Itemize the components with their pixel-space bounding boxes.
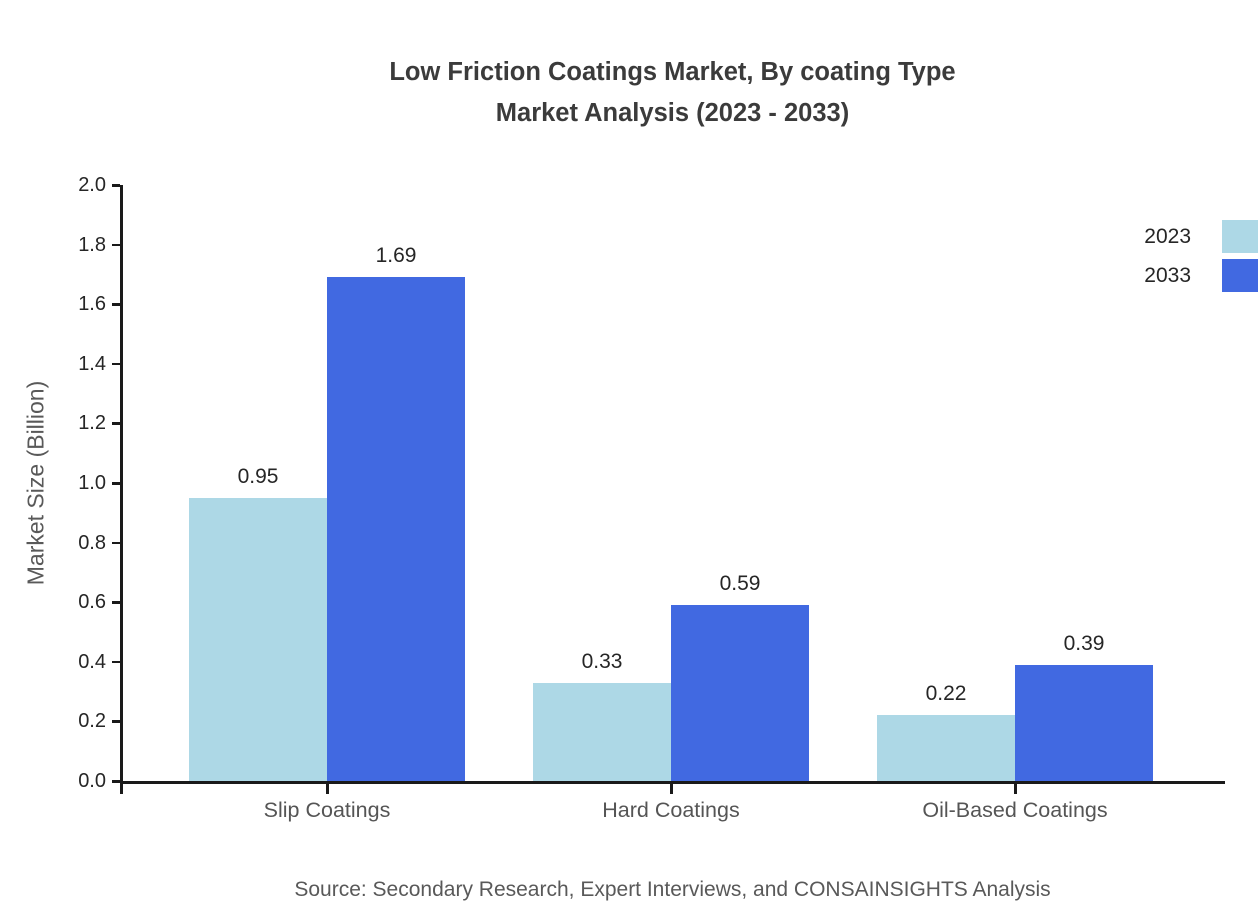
y-tick-label: 1.0 [78,472,106,494]
legend-swatch [1222,220,1258,253]
source-note: Source: Secondary Research, Expert Inter… [294,878,1051,901]
chart-title-line1: Low Friction Coatings Market, By coating… [389,58,956,86]
y-tick-mark [112,601,120,604]
y-tick-label: 0.0 [78,770,106,792]
x-category-label: Slip Coatings [263,798,391,822]
x-tick-mark [1014,784,1017,794]
x-axis-line [120,781,1225,784]
bar-value-label: 0.59 [719,572,761,596]
x-axis-origin-tick [120,784,123,794]
legend-item-2023: 2023 [1144,220,1258,253]
legend: 2023 2033 [1144,220,1258,292]
bar-value-label: 0.95 [237,464,279,488]
y-tick-mark [112,720,120,723]
bar-2023-oil-based-coatings [877,715,1015,781]
x-category-label: Oil-Based Coatings [922,798,1108,822]
y-axis-line [120,185,123,784]
legend-label: 2023 [1144,224,1191,248]
y-tick-mark [112,422,120,425]
y-tick-label: 1.4 [78,352,106,375]
bar-value-label: 0.33 [581,649,623,673]
y-tick-mark [112,660,120,664]
legend-item-2033: 2033 [1144,259,1258,292]
y-tick-mark [112,482,120,485]
bar-value-label: 1.69 [375,244,417,268]
legend-label: 2033 [1144,263,1191,287]
y-tick-mark [112,541,120,545]
y-tick-mark [112,303,120,306]
bar-2033-hard-coatings [671,605,809,781]
bar-value-label: 0.39 [1063,631,1105,655]
bar-2023-hard-coatings [533,682,671,781]
bar-value-label: 0.22 [925,682,967,706]
x-tick-mark [326,784,329,794]
chart-title: Low Friction Coatings Market, By coating… [120,52,1225,134]
y-tick-label: 0.4 [78,650,106,673]
y-tick-label: 0.6 [78,591,106,614]
y-tick-label: 1.2 [78,412,106,435]
y-tick-mark [112,243,120,247]
bar-2033-oil-based-coatings [1015,664,1153,781]
y-tick-label: 0.8 [78,531,106,554]
y-tick-label: 0.2 [78,710,106,733]
y-tick-label: 2.0 [78,174,106,196]
bar-2023-slip-coatings [189,497,327,781]
legend-swatch [1222,259,1258,292]
bar-2033-slip-coatings [327,277,465,781]
x-category-label: Hard Coatings [602,798,740,822]
chart-title-line2: Market Analysis (2023 - 2033) [495,99,850,127]
x-tick-mark [670,784,673,794]
y-tick-mark [112,780,120,783]
y-tick-label: 1.6 [78,293,106,316]
y-tick-mark [112,184,120,187]
y-tick-mark [112,362,120,366]
y-tick-label: 1.8 [78,233,106,256]
